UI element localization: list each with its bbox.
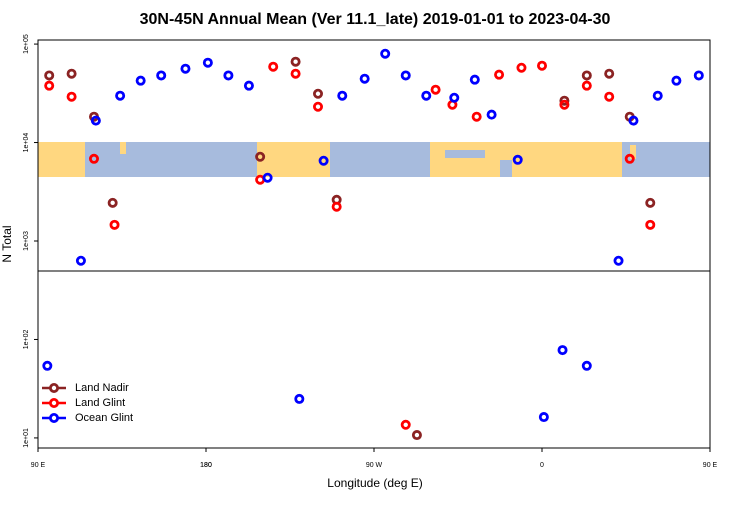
point bbox=[559, 95, 570, 106]
point bbox=[557, 345, 568, 356]
chart-title: 30N-45N Annual Mean (Ver 11.1_late) 2019… bbox=[140, 11, 611, 28]
point bbox=[430, 84, 441, 95]
point bbox=[135, 75, 146, 86]
point bbox=[652, 90, 663, 101]
x-tick-label: 0 bbox=[540, 462, 544, 469]
point bbox=[469, 74, 480, 85]
point bbox=[44, 80, 55, 91]
point bbox=[516, 62, 527, 73]
point bbox=[421, 90, 432, 101]
point bbox=[486, 109, 497, 120]
point bbox=[331, 201, 342, 212]
point bbox=[400, 419, 411, 430]
point bbox=[337, 90, 348, 101]
point bbox=[42, 360, 53, 371]
point bbox=[223, 70, 234, 81]
point bbox=[290, 56, 301, 67]
point bbox=[66, 68, 77, 79]
point bbox=[671, 75, 682, 86]
point bbox=[581, 70, 592, 81]
legend-label: Land Glint bbox=[75, 397, 125, 409]
y-tick-label: 1e+03 bbox=[23, 231, 30, 251]
point bbox=[202, 57, 213, 68]
point bbox=[359, 73, 370, 84]
point bbox=[312, 101, 323, 112]
legend-label: Land Nadir bbox=[75, 382, 129, 394]
point bbox=[628, 115, 639, 126]
legend-marker bbox=[49, 382, 60, 393]
point bbox=[581, 80, 592, 91]
point bbox=[380, 48, 391, 59]
x-tick-label: 90 E bbox=[31, 462, 46, 469]
point bbox=[44, 70, 55, 81]
point bbox=[411, 430, 422, 441]
point bbox=[645, 197, 656, 208]
x-tick-label: 180 bbox=[200, 462, 212, 469]
point bbox=[262, 172, 273, 183]
x-tick-label: 180 bbox=[200, 462, 212, 469]
point bbox=[294, 393, 305, 404]
point bbox=[604, 68, 615, 79]
point bbox=[243, 80, 254, 91]
point bbox=[75, 255, 86, 266]
point bbox=[693, 70, 704, 81]
x-axis-label: Longitude (deg E) bbox=[327, 476, 422, 490]
legend-label: Ocean Glint bbox=[75, 412, 133, 424]
y-tick-label: 1e+05 bbox=[23, 34, 30, 54]
point bbox=[109, 219, 120, 230]
point bbox=[537, 60, 548, 71]
point bbox=[90, 115, 101, 126]
x-tick-label: 90 E bbox=[703, 462, 718, 469]
point bbox=[89, 153, 100, 164]
y-axis-label: N Total bbox=[0, 225, 14, 262]
point bbox=[449, 92, 460, 103]
y-tick-label: 1e+04 bbox=[23, 133, 30, 153]
point bbox=[624, 153, 635, 164]
legend-marker bbox=[49, 412, 60, 423]
point bbox=[538, 412, 549, 423]
point bbox=[115, 90, 126, 101]
point bbox=[559, 99, 570, 110]
point bbox=[645, 219, 656, 230]
point bbox=[312, 88, 323, 99]
point bbox=[318, 155, 329, 166]
point bbox=[268, 61, 279, 72]
point bbox=[255, 151, 266, 162]
point bbox=[66, 91, 77, 102]
point bbox=[494, 69, 505, 80]
point bbox=[180, 63, 191, 74]
point bbox=[290, 68, 301, 79]
point bbox=[471, 111, 482, 122]
point bbox=[613, 255, 624, 266]
point bbox=[156, 70, 167, 81]
legend-marker bbox=[49, 397, 60, 408]
point bbox=[107, 197, 118, 208]
point bbox=[400, 70, 411, 81]
point bbox=[604, 91, 615, 102]
map-strip bbox=[38, 142, 710, 177]
y-tick-label: 1e+01 bbox=[23, 428, 30, 448]
x-tick-label: 90 W bbox=[366, 462, 383, 469]
point bbox=[512, 154, 523, 165]
y-tick-label: 1e+02 bbox=[23, 330, 30, 350]
point bbox=[581, 360, 592, 371]
